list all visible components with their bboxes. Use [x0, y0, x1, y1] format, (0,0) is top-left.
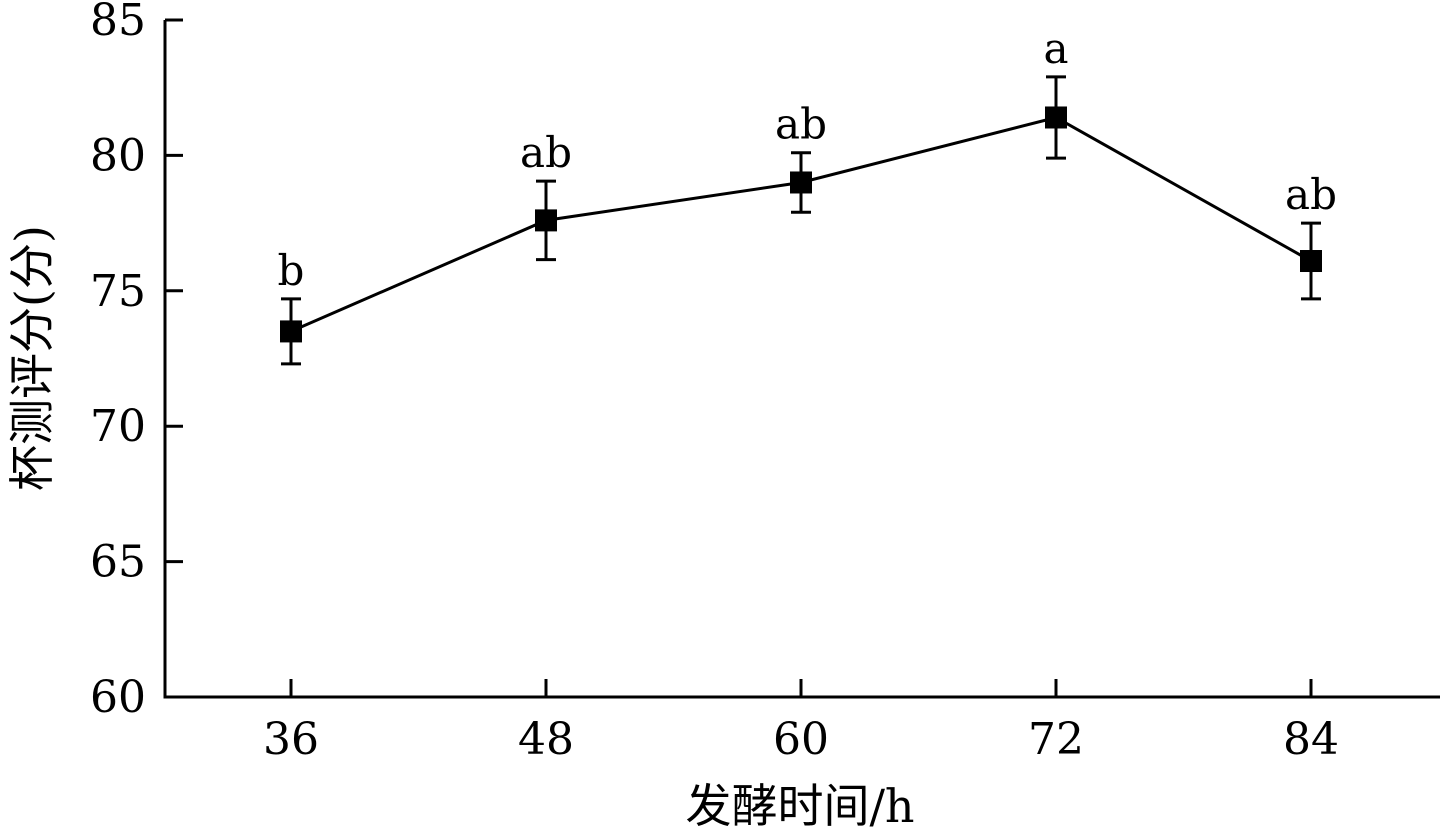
y-tick-label: 70	[90, 401, 146, 452]
y-axis-title: 杯测评分(分)	[5, 225, 59, 491]
data-point-marker	[1045, 106, 1067, 129]
y-tick-label: 80	[90, 130, 146, 181]
data-point-marker	[1300, 250, 1322, 273]
data-point-marker	[535, 209, 557, 232]
significance-label: ab	[1285, 170, 1337, 219]
significance-label: b	[278, 246, 305, 295]
x-tick-label: 72	[1028, 714, 1084, 765]
y-ticks: 60 65 70 75 80 85	[90, 0, 183, 723]
x-axis-title: 发酵时间/h	[685, 779, 914, 832]
x-tick-label: 84	[1283, 714, 1339, 765]
x-tick-label: 48	[518, 714, 574, 765]
series-layer: b ab ab a ab	[278, 24, 1337, 366]
x-ticks: 36 48 60 72 84	[263, 679, 1339, 765]
y-tick-label: 60	[90, 672, 146, 723]
y-tick-label: 75	[90, 266, 146, 317]
x-tick-label: 60	[773, 714, 829, 765]
significance-label: ab	[775, 100, 827, 149]
y-tick-label: 65	[90, 537, 146, 588]
significance-label: a	[1043, 24, 1068, 73]
y-tick-label: 85	[90, 0, 146, 46]
data-point-marker	[790, 171, 812, 194]
series-line	[290, 115, 1312, 333]
x-tick-label: 36	[263, 714, 319, 765]
data-point-marker	[280, 320, 302, 343]
significance-label: ab	[520, 128, 572, 177]
